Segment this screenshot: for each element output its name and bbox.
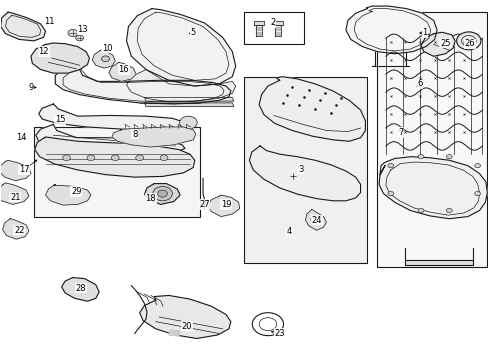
Text: 14: 14: [16, 133, 26, 142]
Bar: [376, 12, 487, 267]
Text: 20: 20: [182, 322, 192, 331]
Polygon shape: [256, 25, 262, 36]
Text: 2: 2: [269, 18, 275, 27]
Circle shape: [68, 30, 78, 37]
Polygon shape: [92, 50, 115, 68]
Circle shape: [387, 163, 393, 168]
Polygon shape: [144, 98, 233, 101]
Text: 29: 29: [71, 187, 81, 196]
Polygon shape: [274, 25, 280, 36]
Circle shape: [456, 32, 480, 50]
Polygon shape: [112, 127, 195, 147]
Text: 6: 6: [416, 80, 422, 89]
Polygon shape: [61, 278, 99, 301]
Text: 18: 18: [145, 194, 156, 203]
Polygon shape: [199, 200, 207, 203]
Text: 27: 27: [199, 200, 209, 209]
Polygon shape: [126, 9, 235, 86]
Polygon shape: [144, 103, 233, 107]
Polygon shape: [0, 183, 29, 204]
Circle shape: [136, 155, 143, 161]
Polygon shape: [259, 77, 365, 141]
Polygon shape: [168, 330, 180, 336]
Polygon shape: [144, 184, 180, 204]
Circle shape: [387, 192, 393, 196]
Circle shape: [474, 192, 480, 196]
Polygon shape: [305, 210, 326, 230]
Text: 16: 16: [118, 65, 129, 74]
Circle shape: [474, 163, 480, 168]
Polygon shape: [140, 296, 230, 338]
Polygon shape: [0, 12, 45, 41]
Text: 5: 5: [190, 28, 196, 37]
Polygon shape: [207, 195, 239, 217]
Circle shape: [111, 155, 119, 161]
Polygon shape: [36, 125, 184, 153]
Bar: [243, 77, 366, 263]
Polygon shape: [272, 22, 282, 25]
Polygon shape: [249, 146, 360, 201]
Polygon shape: [0, 160, 31, 181]
Polygon shape: [35, 137, 194, 177]
Text: 7: 7: [397, 128, 403, 137]
Text: 9: 9: [28, 83, 34, 92]
Text: 22: 22: [14, 226, 24, 235]
Circle shape: [179, 116, 197, 129]
Circle shape: [160, 155, 167, 161]
Text: 4: 4: [286, 228, 291, 237]
Polygon shape: [405, 260, 472, 265]
Polygon shape: [378, 157, 487, 219]
Text: 19: 19: [220, 200, 231, 209]
Circle shape: [446, 208, 451, 213]
Text: 13: 13: [77, 25, 88, 34]
Bar: [34, 127, 199, 217]
Polygon shape: [45, 184, 91, 205]
Circle shape: [417, 154, 423, 159]
Text: 12: 12: [38, 47, 49, 56]
Text: 25: 25: [439, 39, 450, 48]
Text: 10: 10: [102, 44, 112, 53]
Polygon shape: [109, 62, 136, 81]
Circle shape: [417, 208, 423, 213]
Polygon shape: [2, 219, 29, 239]
Circle shape: [102, 56, 109, 62]
Text: 8: 8: [132, 130, 137, 139]
Text: 15: 15: [55, 115, 65, 124]
Polygon shape: [55, 66, 230, 104]
Circle shape: [76, 35, 83, 41]
Text: 17: 17: [19, 166, 29, 175]
Bar: [243, 12, 304, 44]
Text: 23: 23: [274, 329, 285, 338]
Text: 24: 24: [311, 216, 321, 225]
Text: 28: 28: [76, 284, 86, 293]
Polygon shape: [254, 22, 264, 25]
Polygon shape: [31, 43, 89, 73]
Polygon shape: [39, 104, 185, 129]
Circle shape: [153, 186, 172, 201]
Text: 1: 1: [422, 28, 427, 37]
Text: 3: 3: [297, 165, 303, 174]
Polygon shape: [420, 32, 454, 56]
Text: 11: 11: [44, 17, 55, 26]
Circle shape: [446, 154, 451, 159]
Circle shape: [87, 155, 95, 161]
Polygon shape: [345, 6, 436, 54]
Text: 21: 21: [10, 193, 20, 202]
Circle shape: [62, 155, 70, 161]
Text: 26: 26: [464, 39, 474, 48]
Polygon shape: [126, 69, 235, 102]
Circle shape: [158, 190, 167, 197]
